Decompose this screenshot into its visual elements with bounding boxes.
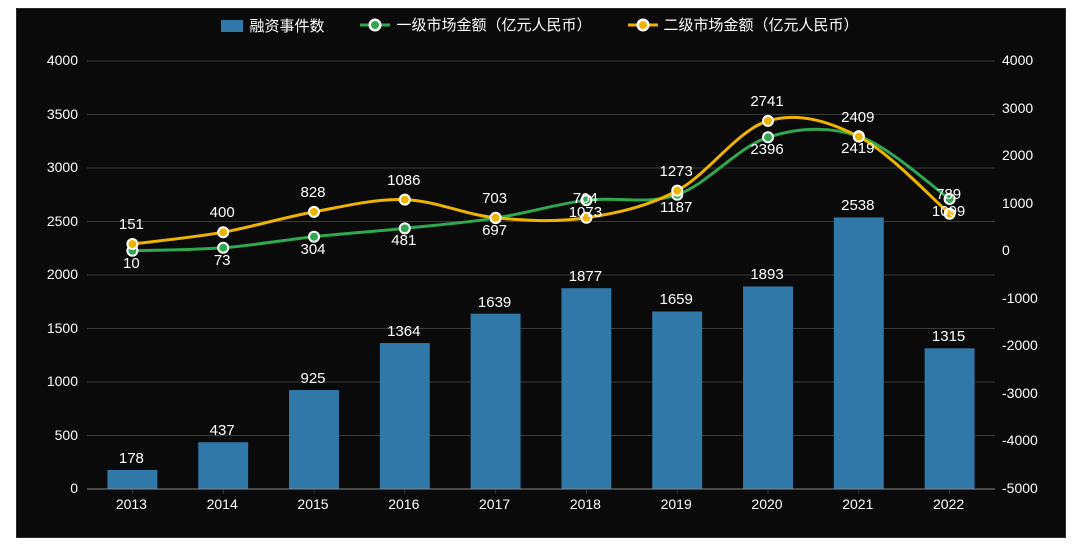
- y-left-tick: 4000: [47, 52, 78, 68]
- bar-value-label: 2538: [841, 197, 874, 214]
- x-tick: 2019: [661, 496, 692, 512]
- bar: [198, 442, 248, 489]
- x-tick: 2022: [933, 496, 964, 512]
- line-marker: [400, 195, 410, 205]
- bar-value-label: 1659: [660, 291, 693, 308]
- y-right-tick: 3000: [1002, 100, 1033, 116]
- line-value-label: 1073: [569, 204, 602, 221]
- y-right-tick: -2000: [1002, 337, 1038, 353]
- line-value-label: 1086: [387, 172, 420, 189]
- y-left-tick: 1000: [47, 373, 78, 389]
- chart-canvas: [16, 8, 1066, 538]
- line-value-label: 697: [482, 222, 507, 239]
- y-left-tick: 0: [70, 480, 78, 496]
- line-value-label: 151: [119, 216, 144, 233]
- line-value-label: 1187: [660, 199, 692, 216]
- bar: [471, 314, 521, 489]
- line-marker: [127, 239, 137, 249]
- line-value-label: 481: [391, 232, 416, 249]
- legend-label: 一级市场金额（亿元人民币）: [396, 14, 591, 35]
- bar: [925, 348, 975, 489]
- x-tick: 2020: [751, 496, 782, 512]
- legend-item-line2: 二级市场金额（亿元人民币）: [628, 14, 859, 35]
- y-left-tick: 3500: [47, 106, 78, 122]
- line-value-label: 1273: [660, 163, 693, 180]
- x-tick: 2015: [297, 496, 328, 512]
- chart-container: 融资事件数 一级市场金额（亿元人民币） 二级市场金额（亿元人民币） 0 500 1000…: [16, 8, 1064, 536]
- y-right-tick: -1000: [1002, 290, 1038, 306]
- y-left-tick: 2000: [47, 266, 78, 282]
- bar: [652, 311, 702, 489]
- bar: [743, 286, 793, 489]
- x-tick: 2014: [207, 496, 238, 512]
- legend-label: 二级市场金额（亿元人民币）: [664, 14, 859, 35]
- legend-swatch-line: [360, 18, 390, 32]
- y-left-tick: 1500: [47, 320, 78, 336]
- line-value-label: 2396: [750, 141, 783, 158]
- line-value-label: 704: [573, 190, 598, 207]
- line-value-label: 73: [214, 252, 231, 269]
- bar-value-label: 1364: [387, 323, 420, 340]
- line-marker: [218, 227, 228, 237]
- y-right-tick: 2000: [1002, 147, 1033, 163]
- legend-swatch-line: [628, 18, 658, 32]
- bar: [107, 470, 157, 489]
- y-right-tick: 0: [1002, 242, 1010, 258]
- chart-legend: 融资事件数 一级市场金额（亿元人民币） 二级市场金额（亿元人民币）: [16, 14, 1064, 36]
- line-value-label: 304: [300, 241, 325, 258]
- y-right-tick: 4000: [1002, 52, 1033, 68]
- line-value-label: 10: [123, 255, 140, 272]
- bar: [380, 343, 430, 489]
- bar-value-label: 178: [119, 450, 144, 467]
- line-value-label: 828: [300, 184, 325, 201]
- bar-value-label: 437: [210, 422, 235, 439]
- line-value-label: 2741: [750, 93, 783, 110]
- x-tick: 2018: [570, 496, 601, 512]
- y-left-tick: 2500: [47, 213, 78, 229]
- bar-value-label: 1877: [569, 268, 602, 285]
- line-value-label: 400: [210, 204, 235, 221]
- x-tick: 2016: [388, 496, 419, 512]
- y-right-tick: -4000: [1002, 432, 1038, 448]
- legend-swatch-bar: [221, 20, 243, 32]
- line-value-label: 789: [936, 186, 961, 203]
- legend-item-bar: 融资事件数: [221, 15, 324, 36]
- bar-value-label: 1639: [478, 294, 511, 311]
- bar: [289, 390, 339, 489]
- line-value-label: 2409: [841, 109, 874, 126]
- x-tick: 2017: [479, 496, 510, 512]
- y-left-tick: 500: [55, 427, 78, 443]
- y-right-tick: -3000: [1002, 385, 1038, 401]
- line-marker: [309, 207, 319, 217]
- y-right-tick: 1000: [1002, 195, 1033, 211]
- bar-value-label: 1893: [750, 266, 783, 283]
- x-tick: 2021: [842, 496, 873, 512]
- line-value-label: 2419: [841, 140, 874, 157]
- bar-value-label: 1315: [932, 328, 965, 345]
- line-value-label: 703: [482, 190, 507, 207]
- line-marker: [672, 186, 682, 196]
- legend-label: 融资事件数: [249, 15, 324, 36]
- bar: [834, 217, 884, 489]
- x-tick: 2013: [116, 496, 147, 512]
- line-value-label: 1099: [932, 203, 965, 220]
- line-marker: [763, 116, 773, 126]
- bar: [561, 288, 611, 489]
- bar-value-label: 925: [300, 370, 325, 387]
- y-left-tick: 3000: [47, 159, 78, 175]
- y-right-tick: -5000: [1002, 480, 1038, 496]
- legend-item-line1: 一级市场金额（亿元人民币）: [360, 14, 591, 35]
